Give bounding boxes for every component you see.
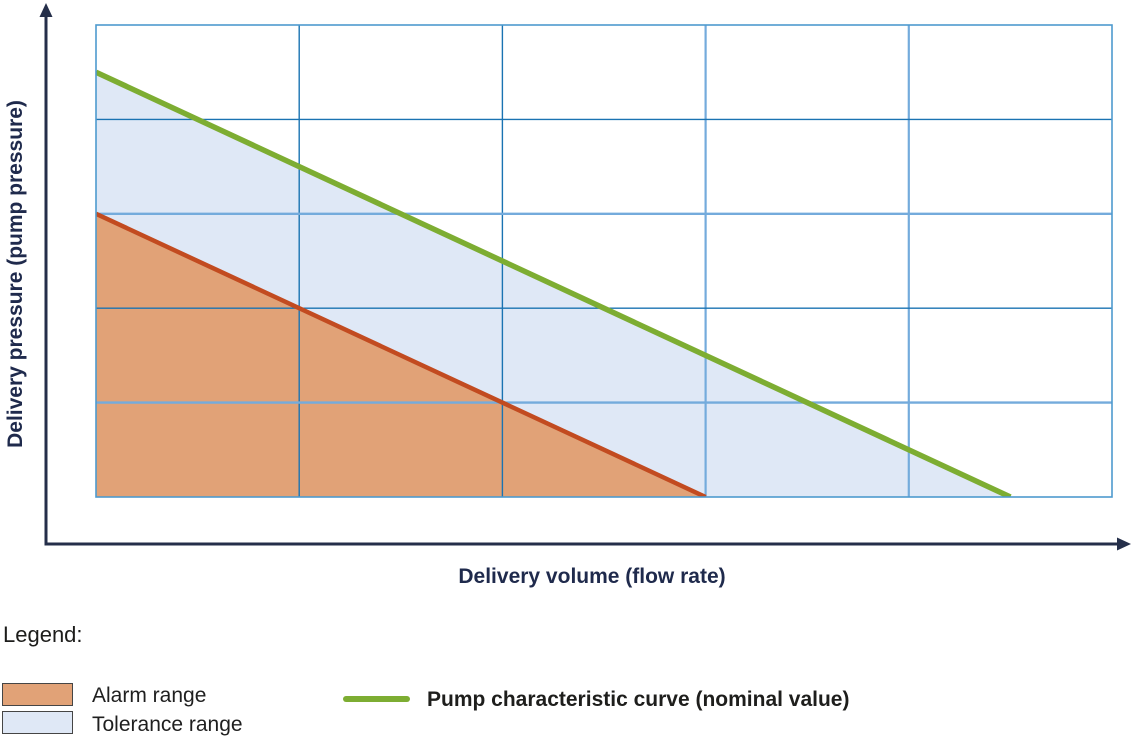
y-axis-label: Delivery pressure (pump pressure) — [4, 100, 27, 448]
legend-heading: Legend: — [3, 622, 83, 647]
alarm-range-label: Alarm range — [92, 684, 207, 707]
y-axis-label-wrap: Delivery pressure (pump pressure) — [3, 0, 29, 548]
tolerance-range-label: Tolerance range — [92, 713, 243, 736]
chart-canvas — [39, 3, 1131, 551]
x-axis-label: Delivery volume (flow rate) — [458, 565, 726, 588]
pump-curve-label: Pump characteristic curve (nominal value… — [427, 688, 850, 711]
pump-curve-line-swatch — [343, 696, 410, 702]
alarm-range-swatch — [2, 683, 73, 706]
tolerance-range-swatch — [2, 711, 73, 734]
